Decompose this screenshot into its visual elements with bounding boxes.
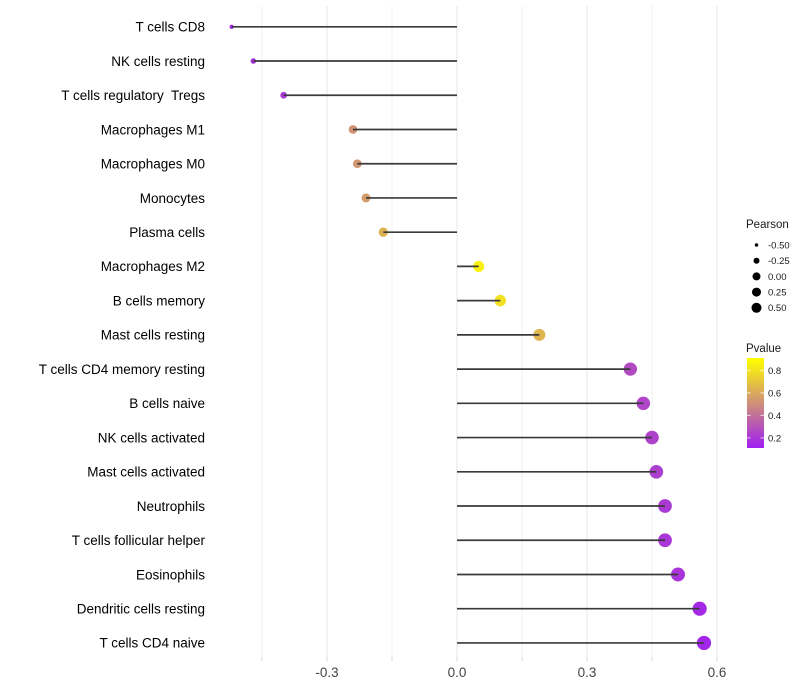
color-legend-tick-label: 0.4 [768,411,781,422]
category-label: T cells regulatory Tregs [61,88,205,103]
size-legend-dot [754,243,759,247]
size-legend-label: -0.50 [768,240,790,251]
category-label: Monocytes [140,191,206,206]
category-label: Dendritic cells resting [77,602,205,617]
size-legend-label: 0.25 [768,288,787,299]
category-label: Plasma cells [129,225,205,240]
category-label: Mast cells resting [101,328,205,343]
x-tick-label: 0.0 [448,665,467,680]
category-label: Neutrophils [137,499,206,514]
category-label: T cells CD4 naive [99,636,205,651]
category-label: Eosinophils [136,567,205,582]
color-legend-tick-label: 0.8 [768,366,781,377]
category-label: T cells follicular helper [72,533,206,548]
size-legend-dot [751,302,762,313]
size-legend-label: -0.25 [768,256,790,267]
category-label: B cells naive [129,396,205,411]
category-label: Macrophages M0 [101,157,205,172]
category-label: NK cells resting [111,54,205,69]
size-legend-dot [753,257,760,264]
x-tick-label: -0.3 [315,665,338,680]
category-label: Macrophages M2 [101,259,205,274]
x-tick-label: 0.3 [578,665,597,680]
category-label: Mast cells activated [87,465,205,480]
x-tick-label: 0.6 [708,665,727,680]
size-legend-title: Pearson [746,219,789,231]
category-label: B cells memory [113,293,206,308]
category-label: T cells CD4 memory resting [39,362,205,377]
category-label: Macrophages M1 [101,122,205,137]
pvalue-colorbar [747,358,764,448]
size-legend-dot [752,272,761,281]
size-legend-dot [752,287,761,297]
category-label: NK cells activated [98,430,205,445]
size-legend-label: 0.50 [768,303,787,314]
color-legend-tick-label: 0.2 [768,433,781,444]
color-legend-tick-label: 0.6 [768,388,781,399]
category-label: T cells CD8 [135,20,205,35]
size-legend-label: 0.00 [768,272,787,283]
color-legend-title: Pvalue [746,343,781,355]
